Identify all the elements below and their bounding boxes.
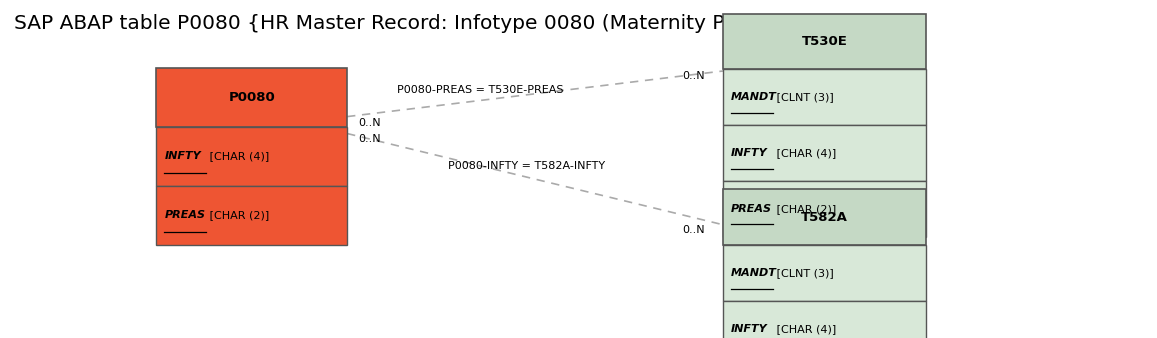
Bar <box>156 68 347 127</box>
Text: 0..N: 0..N <box>683 71 706 81</box>
Text: PREAS: PREAS <box>164 211 205 220</box>
Text: INFTY: INFTY <box>731 148 768 158</box>
Text: 0..N: 0..N <box>359 134 382 144</box>
Bar <box>156 127 347 186</box>
Text: [CHAR (4)]: [CHAR (4)] <box>206 151 270 161</box>
Text: [CLNT (3)]: [CLNT (3)] <box>773 268 834 278</box>
Text: P0080: P0080 <box>228 91 275 104</box>
Text: 0..N: 0..N <box>683 225 706 235</box>
Text: [CHAR (4)]: [CHAR (4)] <box>773 148 837 158</box>
Bar <box>723 14 926 69</box>
Bar <box>156 186 347 245</box>
Text: MANDT: MANDT <box>731 268 778 278</box>
Text: [CHAR (2)]: [CHAR (2)] <box>206 211 270 220</box>
Text: INFTY: INFTY <box>731 324 768 334</box>
Bar <box>723 125 926 181</box>
Text: 0..N: 0..N <box>359 118 382 128</box>
Bar <box>723 301 926 338</box>
Text: [CHAR (2)]: [CHAR (2)] <box>773 204 837 214</box>
Text: [CHAR (4)]: [CHAR (4)] <box>773 324 837 334</box>
Bar <box>723 181 926 237</box>
Text: P0080-INFTY = T582A-INFTY: P0080-INFTY = T582A-INFTY <box>448 161 605 171</box>
Text: [CLNT (3)]: [CLNT (3)] <box>773 92 834 102</box>
Bar <box>723 245 926 301</box>
Text: P0080-PREAS = T530E-PREAS: P0080-PREAS = T530E-PREAS <box>397 84 563 95</box>
Text: INFTY: INFTY <box>164 151 201 161</box>
Text: T530E: T530E <box>802 35 847 48</box>
Text: T582A: T582A <box>801 211 848 224</box>
Bar <box>723 189 926 245</box>
Text: MANDT: MANDT <box>731 92 778 102</box>
Bar <box>723 69 926 125</box>
Text: SAP ABAP table P0080 {HR Master Record: Infotype 0080 (Maternity Protection)}: SAP ABAP table P0080 {HR Master Record: … <box>14 14 835 32</box>
Text: PREAS: PREAS <box>731 204 772 214</box>
